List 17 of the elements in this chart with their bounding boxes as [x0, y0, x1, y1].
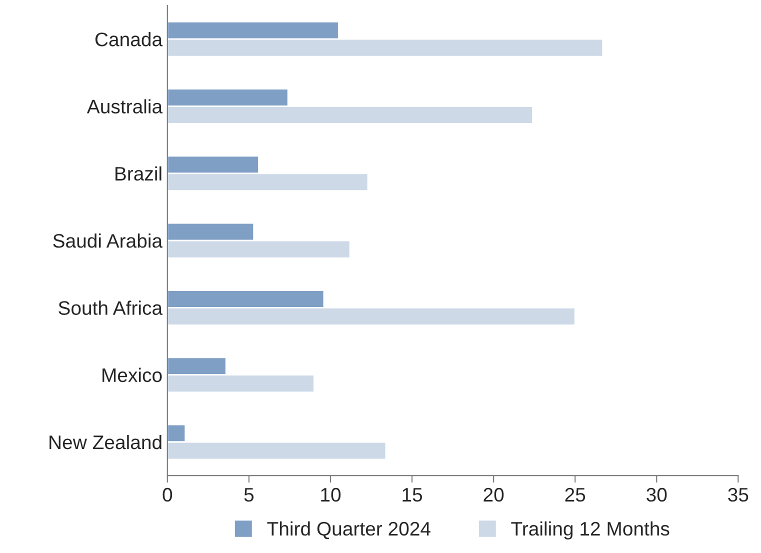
x-tick-label: 25 [565, 488, 586, 502]
y-tick-label: Canada [95, 32, 163, 46]
x-tick-label: 15 [402, 488, 422, 502]
legend-label: Trailing 12 Months [511, 521, 670, 540]
y-tick-label: Australia [86, 99, 163, 114]
y-tick-label: Saudi Arabia [53, 234, 163, 248]
y-tick-label: New Zealand [50, 434, 162, 450]
x-tick-label: 20 [484, 488, 504, 502]
x-tick-label: 30 [646, 488, 667, 502]
x-tick-label: 0 [162, 488, 172, 502]
x-tick-label: 35 [728, 488, 748, 502]
x-tick-label: 5 [244, 488, 254, 502]
x-tick-label: 10 [321, 488, 341, 502]
y-tick-label: Mexico [102, 368, 162, 382]
y-tick-label: Brazil [116, 166, 162, 181]
legend-label: Third Quarter 2024 [267, 521, 430, 540]
y-tick-label: South Africa [58, 300, 163, 315]
